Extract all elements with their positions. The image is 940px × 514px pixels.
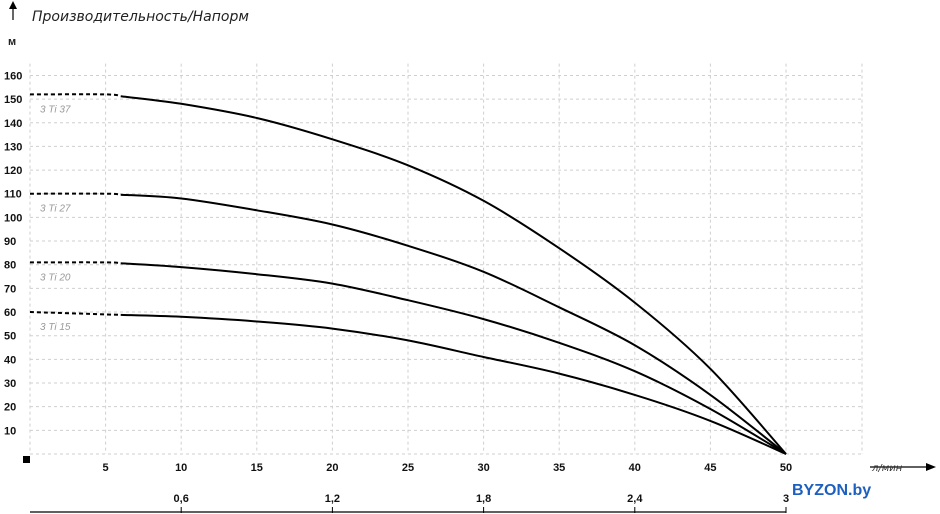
series: 3 Ti 37 3 Ti 27 3 Ti 20 3 Ti 15	[29, 93, 787, 455]
x-tick-label: 45	[704, 462, 716, 474]
y-tick-label: 160	[4, 70, 22, 82]
y-tick-label: 70	[4, 283, 16, 295]
y-tick-label: 60	[4, 307, 16, 319]
series-label: 3 Ti 15	[40, 322, 71, 333]
secondary-x-tick-label: 3	[783, 493, 789, 505]
series-line	[120, 95, 787, 455]
series-line-dashed	[29, 192, 121, 196]
series-line-dashed	[29, 261, 121, 265]
secondary-x-tick-label: 0,6	[174, 493, 189, 505]
y-axis-arrowhead	[9, 1, 17, 9]
axes	[9, 1, 936, 513]
x-axis-unit: л/мин	[871, 463, 903, 474]
x-tick-label: 20	[326, 462, 338, 474]
series-label: 3 Ti 37	[40, 104, 71, 115]
tick-labels: 10 20 30 40 50 60 70 80 90 100 110 120 130 140 150 160 5…	[4, 70, 792, 513]
series-line	[120, 313, 787, 455]
series-line	[120, 193, 787, 455]
x-tick-label: 35	[553, 462, 565, 474]
origin-marker	[23, 456, 30, 463]
y-tick-label: 100	[4, 212, 22, 224]
x-tick-label: 15	[251, 462, 263, 474]
y-tick-label: 150	[4, 94, 22, 106]
chart-title: Производительность/Напорм	[32, 9, 249, 25]
grid	[29, 63, 863, 455]
series-line-dashed	[29, 311, 121, 316]
x-tick-label: 5	[103, 462, 109, 474]
x-tick-label: 30	[477, 462, 489, 474]
series-line	[120, 262, 787, 455]
x-tick-label: 25	[402, 462, 414, 474]
y-tick-label: 40	[4, 354, 16, 366]
secondary-x-tick-label: 2,4	[627, 493, 643, 505]
secondary-x-tick-label: 1,2	[325, 493, 340, 505]
y-tick-label: 120	[4, 165, 22, 177]
y-tick-label: 20	[4, 402, 16, 414]
series-label: 3 Ti 20	[40, 272, 71, 283]
series-label: 3 Ti 27	[40, 204, 71, 215]
series-line-dashed	[29, 93, 121, 98]
x-tick-label: 10	[175, 462, 187, 474]
watermark-logo: BYZON.by	[792, 482, 872, 499]
y-tick-label: 50	[4, 331, 16, 343]
y-tick-label: 140	[4, 118, 22, 130]
x-axis-arrowhead	[926, 463, 936, 471]
secondary-x-tick-label: 1,8	[476, 493, 491, 505]
y-tick-label: 130	[4, 141, 22, 153]
x-tick-label: 40	[629, 462, 641, 474]
y-tick-label: 110	[4, 189, 22, 201]
x-tick-label: 50	[780, 462, 792, 474]
y-tick-label: 90	[4, 236, 16, 248]
y-tick-label: 30	[4, 378, 16, 390]
y-tick-label: 80	[4, 260, 16, 272]
y-tick-label: 10	[4, 425, 16, 437]
y-axis-unit: м	[8, 36, 16, 48]
